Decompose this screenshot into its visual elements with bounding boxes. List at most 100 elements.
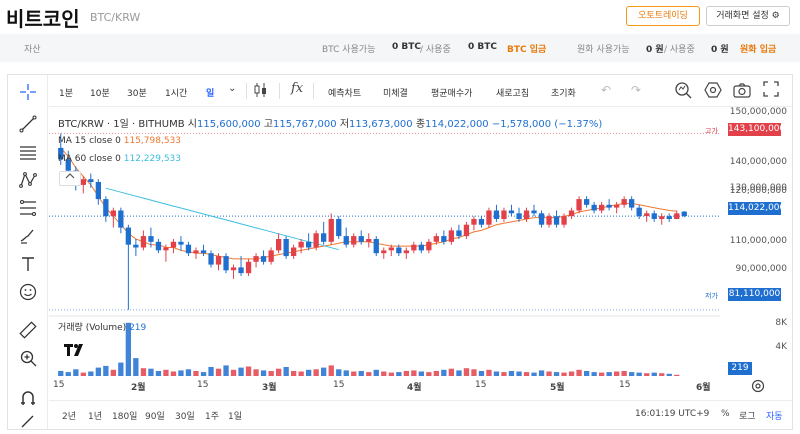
price-tick: 150,000,000: [729, 107, 787, 117]
volume-bar: [576, 369, 582, 376]
range-2y[interactable]: 2년: [62, 412, 77, 422]
percent-toggle[interactable]: %: [721, 409, 730, 419]
high-price-badge: 143,100,000: [728, 123, 786, 136]
volume-bar: [538, 370, 545, 376]
horizontal-lines-icon[interactable]: [18, 143, 38, 163]
ma60-line: [105, 187, 339, 251]
log-toggle[interactable]: 로그: [739, 412, 756, 422]
price-chart[interactable]: [49, 108, 720, 400]
fullscreen-icon[interactable]: [763, 81, 779, 101]
auto-trading-button[interactable]: 오토트레이딩: [626, 6, 700, 26]
volume-bar: [614, 371, 620, 376]
time-axis[interactable]: 15 2월 15 3월 15 4월 15 5월 15 6월: [49, 376, 720, 398]
candle-body: [148, 236, 154, 242]
candle-body: [418, 244, 424, 251]
btc-available-label: BTC 사용가능: [322, 45, 376, 55]
pencil-icon[interactable]: [18, 413, 38, 433]
interval-30m[interactable]: 30분: [127, 89, 147, 99]
candle-body: [253, 256, 259, 262]
candle-body: [493, 210, 500, 219]
range-1w[interactable]: 1주: [205, 412, 220, 422]
time-tick: 3월: [262, 383, 277, 393]
reset-button[interactable]: 초기화: [551, 89, 576, 99]
avg-buy-price-button[interactable]: 평균매수가: [431, 89, 473, 99]
volume-bar: [381, 371, 387, 376]
volume-bar: [636, 372, 642, 376]
volume-bar: [366, 372, 372, 376]
compare-search-icon[interactable]: [674, 81, 692, 103]
candle-body: [606, 204, 612, 208]
redo-icon[interactable]: ↷: [631, 83, 642, 97]
interval-1h[interactable]: 1시간: [165, 89, 188, 99]
candle-body: [88, 179, 94, 182]
time-tick: 15: [53, 380, 65, 390]
volume-bar: [403, 371, 409, 376]
refresh-button[interactable]: 새로고침: [496, 89, 530, 99]
range-1d[interactable]: 1일: [228, 412, 243, 422]
candle-body: [291, 247, 297, 256]
trend-line-icon[interactable]: [18, 115, 38, 135]
candle-body: [245, 261, 252, 274]
crosshair-icon[interactable]: [18, 83, 38, 103]
magnet-icon[interactable]: [18, 389, 38, 409]
ruler-icon[interactable]: [18, 321, 38, 341]
prediction-chart-button[interactable]: 예측차트: [328, 89, 362, 99]
candle-body: [373, 239, 379, 254]
candle-body: [441, 236, 447, 242]
candle-body: [125, 227, 131, 245]
interval-1d[interactable]: 일: [206, 89, 215, 99]
brush-icon[interactable]: [18, 227, 38, 247]
volume-bar: [291, 371, 297, 376]
ma60-label: MA 60 close 0: [58, 154, 121, 164]
volume-bar: [629, 372, 635, 376]
btc-deposit-link[interactable]: BTC 입금: [507, 45, 547, 55]
screen-settings-button[interactable]: 거래화면 설정 ⚙: [706, 6, 790, 26]
candle-body: [553, 216, 560, 225]
volume-bar: [396, 372, 402, 376]
candle-body: [666, 216, 672, 219]
interval-10m[interactable]: 10분: [90, 89, 110, 99]
candle-body: [230, 267, 237, 271]
candle-body: [103, 199, 109, 217]
auto-toggle[interactable]: 자동: [766, 412, 783, 422]
fib-retracement-icon[interactable]: [18, 199, 38, 219]
candle-body: [336, 219, 342, 237]
range-30d[interactable]: 30일: [175, 412, 195, 422]
range-180d[interactable]: 180일: [112, 412, 138, 422]
volume-bar: [133, 358, 139, 376]
candle-body: [110, 210, 116, 217]
open-orders-button[interactable]: 미체결: [383, 89, 408, 99]
candlestick-icon[interactable]: [253, 81, 269, 103]
text-tool-icon[interactable]: [18, 255, 38, 275]
pattern-icon[interactable]: [18, 171, 38, 191]
candle-body: [448, 230, 454, 242]
candle-body: [681, 211, 687, 217]
candle-body: [546, 216, 552, 225]
camera-icon[interactable]: [733, 81, 751, 103]
low-price-badge: 81,110,000: [728, 288, 781, 301]
chevron-down-icon[interactable]: ⌄: [228, 83, 237, 94]
legend-collapse-button[interactable]: [59, 171, 81, 186]
candle-body: [163, 247, 169, 251]
settings-icon[interactable]: [704, 81, 722, 103]
clock-time[interactable]: 16:01:19 UTC+9: [635, 409, 710, 419]
volume-bar: [584, 371, 590, 376]
range-90d[interactable]: 90일: [145, 412, 165, 422]
volume-bar: [666, 373, 672, 376]
interval-1m[interactable]: 1분: [59, 89, 74, 99]
zoom-in-icon[interactable]: [18, 349, 38, 369]
emoji-icon[interactable]: [18, 283, 38, 303]
krw-deposit-link[interactable]: 원화 입금: [740, 45, 777, 55]
volume-bar: [486, 369, 492, 376]
high-tag: 고가: [705, 127, 718, 135]
indicators-icon[interactable]: fx: [291, 81, 304, 96]
change-value: −1,578,000 (−1.37%): [491, 119, 603, 130]
undo-icon[interactable]: ↶: [601, 83, 612, 97]
open-label: 시: [187, 119, 197, 130]
volume-bar: [426, 372, 432, 376]
volume-bar: [493, 371, 500, 376]
pair-label: BTC/KRW: [90, 11, 141, 24]
header: 비트코인 BTC/KRW 오토트레이딩 거래화면 설정 ⚙: [0, 0, 800, 34]
range-1y[interactable]: 1년: [88, 412, 103, 422]
axis-settings-icon[interactable]: [751, 378, 765, 397]
